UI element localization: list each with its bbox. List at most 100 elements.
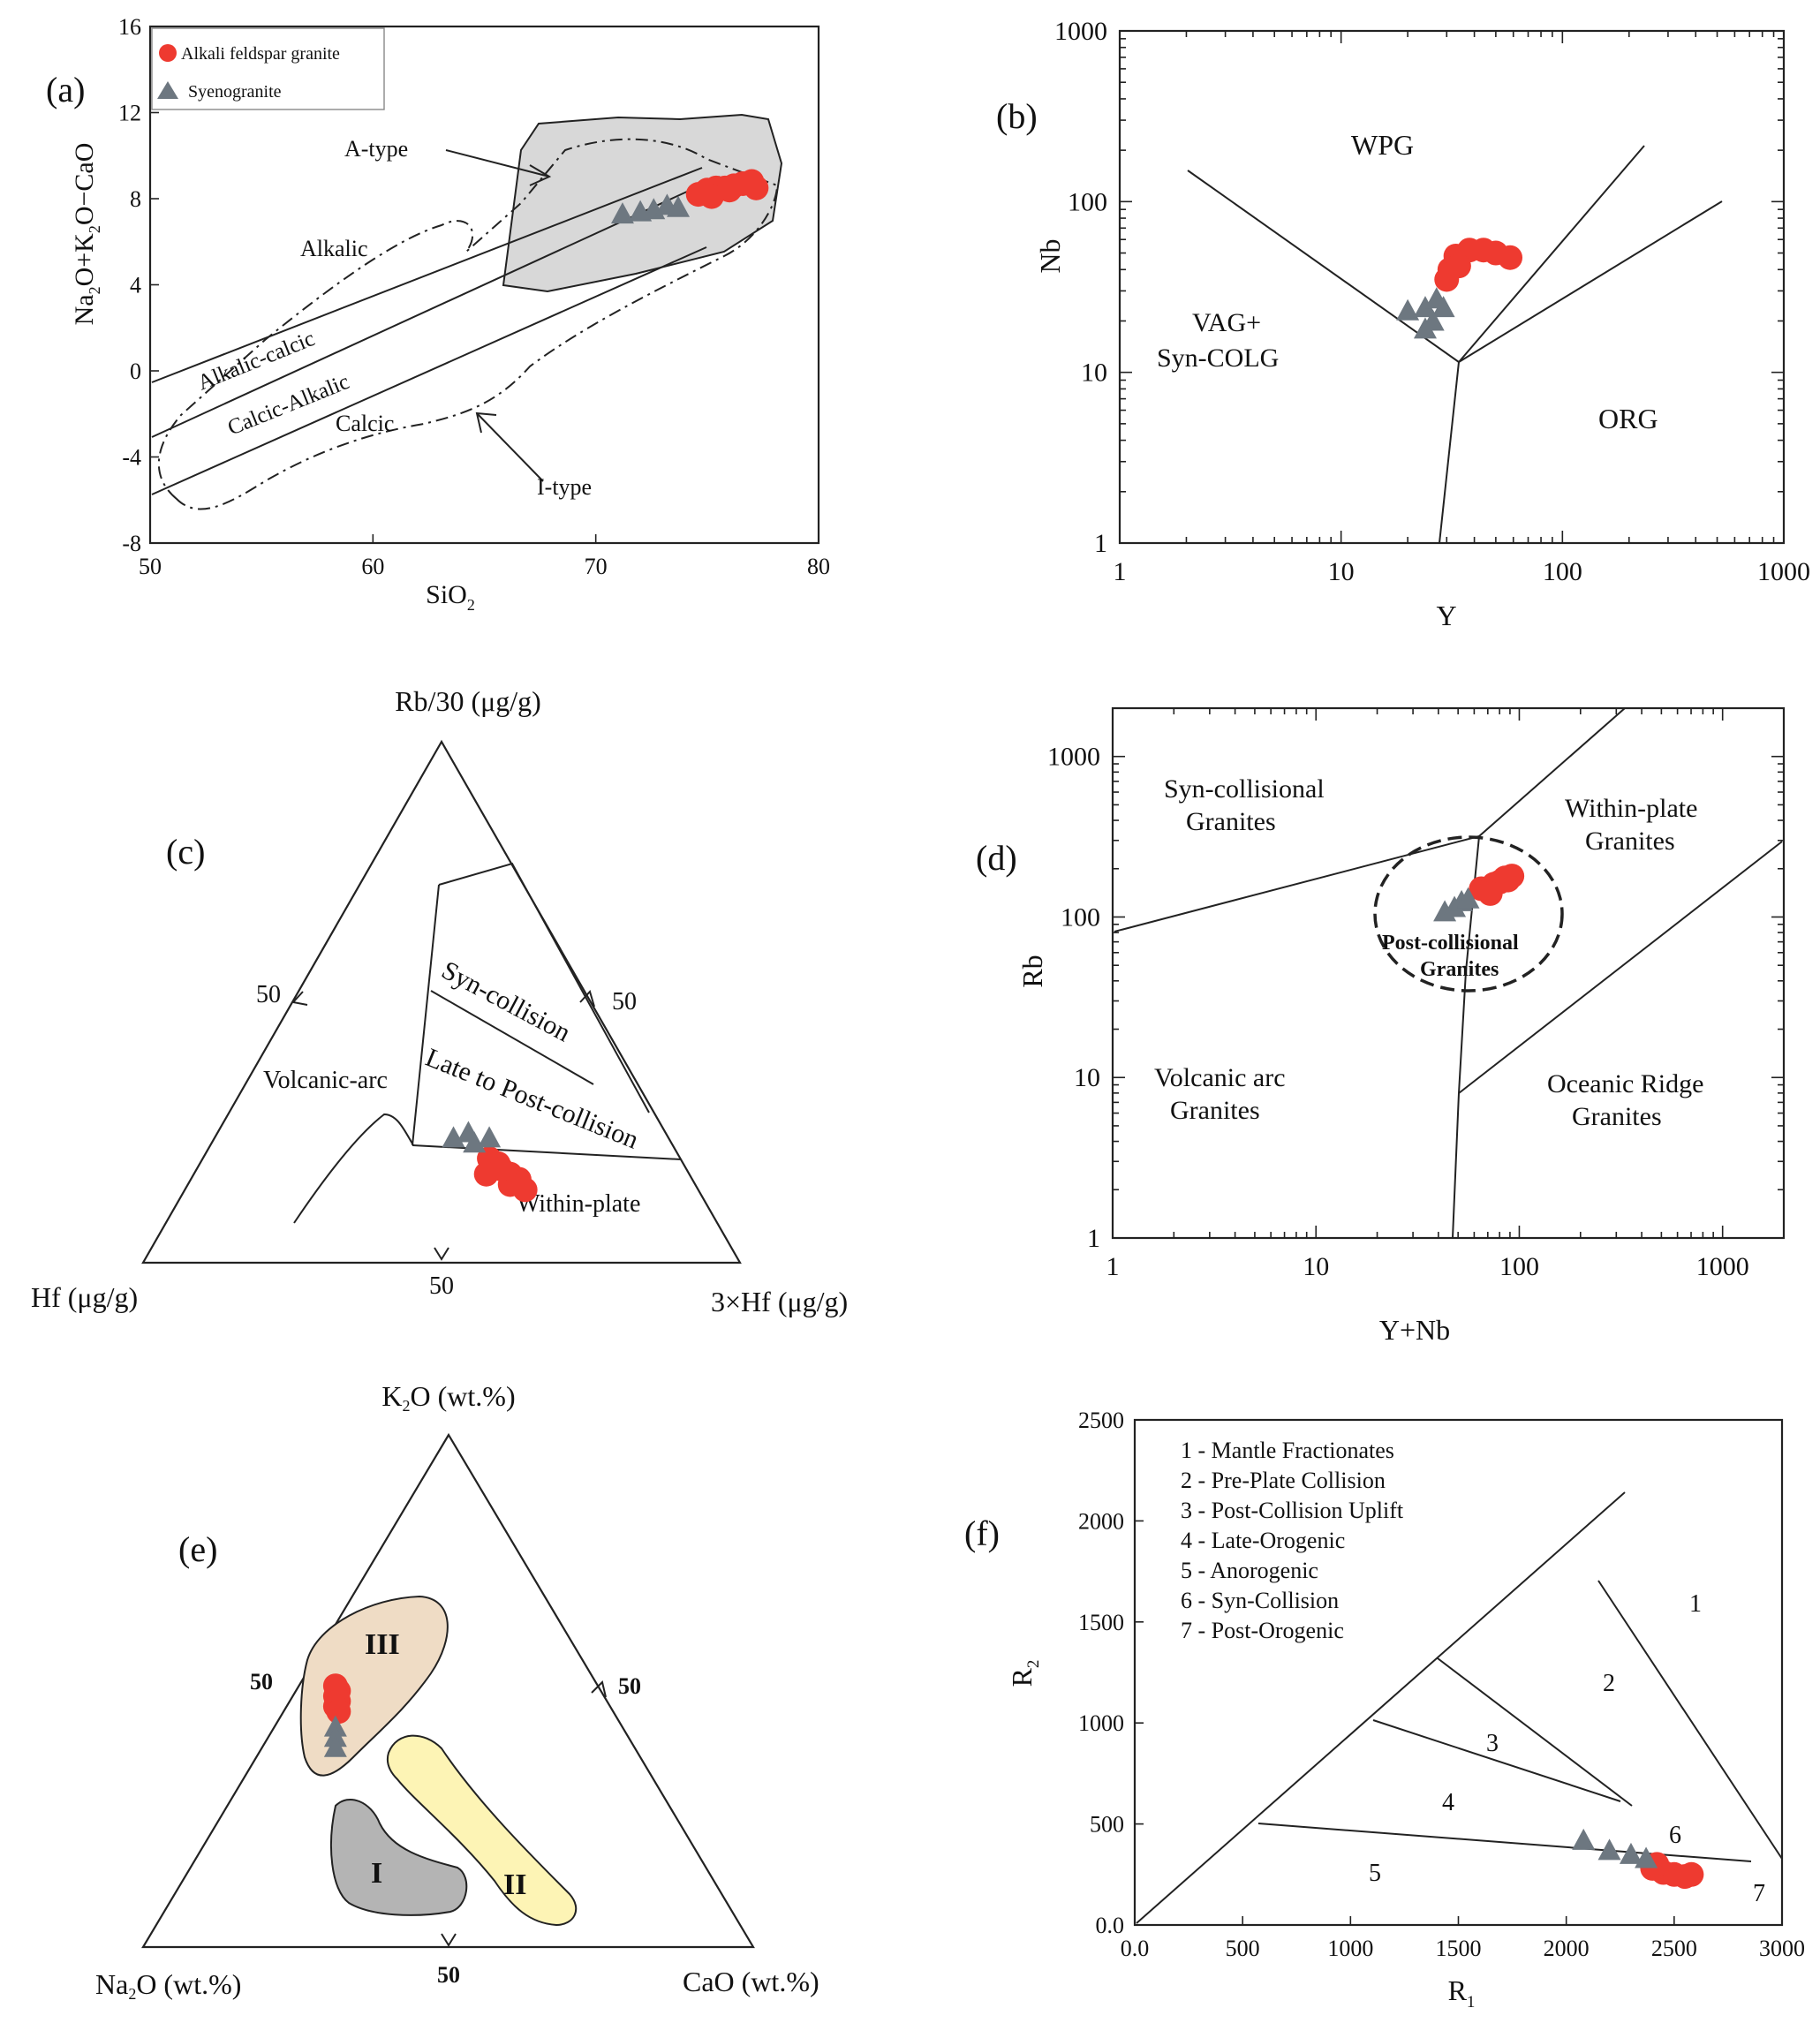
e-bottom-mark-value: 50 bbox=[437, 1962, 460, 1988]
field-II bbox=[386, 1734, 578, 1927]
c-left-mark-icon bbox=[291, 991, 308, 1006]
legend-item-alkali: Alkali feldspar granite bbox=[181, 44, 340, 64]
panel-b: 1 10 100 1000 1 10 100 1000 WPG VAG+ Syn-COLG O… bbox=[996, 17, 1810, 631]
x-tick-label-a-3: 80 bbox=[807, 554, 830, 579]
c-apex-right: 3×Hf (μg/g) bbox=[711, 1286, 848, 1317]
c-bottom-mark-value: 50 bbox=[429, 1272, 454, 1300]
y-tick-label-b-1: 10 bbox=[1081, 359, 1107, 388]
y-tick-label-f-3: 1500 bbox=[1078, 1610, 1124, 1635]
pt-e-s1-triangle-2 bbox=[323, 1735, 347, 1757]
f-region-5: 5 bbox=[1369, 1860, 1381, 1887]
c-right-mark-icon bbox=[579, 990, 595, 1008]
panel-d-frame bbox=[1111, 706, 1786, 1240]
panel-d-ylabel: Rb bbox=[1016, 955, 1048, 987]
y-tick-label-a-6: 16 bbox=[118, 14, 141, 40]
panel-b-ylabel: Nb bbox=[1034, 238, 1066, 273]
y-tick-label-a-3: 4 bbox=[130, 273, 141, 298]
panel-b-frame bbox=[1118, 29, 1786, 545]
alkalic-calcic-label: Alkalic-calcic bbox=[194, 327, 318, 396]
panel-c-label: (c) bbox=[166, 832, 205, 872]
field-III-label: III bbox=[365, 1628, 400, 1661]
pt-f-s1-triangle-0 bbox=[1572, 1828, 1596, 1850]
pt-b-s0-circle-4 bbox=[1498, 245, 1523, 270]
panel-e: 50 50 50 III I II K2O (wt.%) Na2O (wt.%)… bbox=[95, 1380, 819, 2003]
b-vag-org-line bbox=[1439, 361, 1460, 544]
pt-f-s1-triangle-1 bbox=[1597, 1838, 1621, 1861]
y-tick-label-b-2: 100 bbox=[1068, 187, 1107, 216]
x-tick-label-b-3: 1000 bbox=[1757, 557, 1810, 586]
y-tick-label-d-3: 1000 bbox=[1047, 743, 1100, 772]
x-tick-label-f-0: 0.0 bbox=[1121, 1936, 1150, 1961]
b-wpg-orc-line bbox=[1458, 145, 1645, 363]
pt-a-s1-triangle-0 bbox=[610, 202, 634, 224]
panel-a: 50 60 70 80 -8 -4 0 4 8 12 16 A-type I-type Alkali… bbox=[46, 14, 830, 614]
i-type-field bbox=[157, 138, 779, 510]
y-tick-label-d-1: 10 bbox=[1074, 1063, 1100, 1092]
a-type-label: A-type bbox=[344, 136, 408, 162]
d-syn-within-line bbox=[1478, 707, 1626, 837]
legend-triangle-icon bbox=[157, 81, 178, 99]
y-tick-label-a-5: 12 bbox=[118, 101, 141, 126]
y-tick-label-a-0: -8 bbox=[122, 531, 141, 556]
org-label: ORG bbox=[1598, 403, 1658, 434]
pt-e-s0-circle-5 bbox=[326, 1699, 351, 1725]
panel-a-label: (a) bbox=[46, 70, 85, 109]
e-apex-top: K2O (wt.%) bbox=[381, 1380, 515, 1415]
panel-a-ylabel: Na2O+K2O−CaO bbox=[70, 143, 103, 326]
field-II-label: II bbox=[503, 1868, 526, 1901]
b-orc-line bbox=[1458, 200, 1723, 363]
panel-c-triangle bbox=[141, 739, 742, 1264]
y-tick-label-f-1: 500 bbox=[1090, 1812, 1124, 1838]
pt-f-s1-triangle-2 bbox=[1619, 1842, 1643, 1864]
e-bottom-mark-icon bbox=[441, 1933, 457, 1947]
pt-a-s0-circle-9 bbox=[744, 175, 769, 200]
x-tick-label-f-3: 1500 bbox=[1436, 1936, 1482, 1961]
y-tick-label-f-2: 1000 bbox=[1078, 1710, 1124, 1736]
pt-a-s1-triangle-4 bbox=[667, 195, 691, 217]
y-tick-label-b-3: 1000 bbox=[1054, 17, 1107, 46]
volcanic-arc-granites-label: Volcanic arc Granites bbox=[1154, 1063, 1286, 1125]
f-legend-7: 7 - Post-Orogenic bbox=[1181, 1618, 1344, 1643]
syn-colg-label: Syn-COLG bbox=[1157, 343, 1279, 373]
post-collisional-label: Post-collisional Granites bbox=[1382, 932, 1519, 981]
e-right-mark-icon bbox=[591, 1680, 607, 1698]
within-plate-label: Within-plate bbox=[517, 1190, 640, 1218]
i-type-arrowhead-icon bbox=[475, 411, 497, 434]
c-syn-late-boundary bbox=[430, 990, 594, 1085]
wpg-label: WPG bbox=[1351, 129, 1414, 161]
calcic-alkalic-boundary bbox=[151, 246, 707, 495]
x-tick-label-b-0: 1 bbox=[1114, 557, 1127, 586]
x-tick-label-f-4: 2000 bbox=[1544, 1936, 1590, 1961]
i-type-arrow bbox=[476, 412, 544, 482]
legend-circle-icon bbox=[159, 44, 177, 62]
panel-e-label: (e) bbox=[178, 1529, 217, 1569]
x-tick-label-f-5: 2500 bbox=[1651, 1936, 1697, 1961]
pt-b-s1-triangle-5 bbox=[1413, 317, 1437, 339]
field-I bbox=[330, 1798, 468, 1916]
x-tick-label-f-1: 500 bbox=[1226, 1936, 1260, 1961]
f-legend-1: 1 - Mantle Fractionates bbox=[1181, 1438, 1394, 1463]
f-region-4: 4 bbox=[1442, 1789, 1454, 1816]
f-legend-5: 5 - Anorogenic bbox=[1181, 1558, 1318, 1583]
x-tick-label-f-2: 1000 bbox=[1327, 1936, 1373, 1961]
e-left-mark-value: 50 bbox=[250, 1669, 273, 1695]
pt-b-s0-circle-7 bbox=[1446, 253, 1471, 279]
panel-f-ylabel: R2 bbox=[1006, 1660, 1043, 1687]
c-apex-left: Hf (μg/g) bbox=[31, 1281, 138, 1313]
x-tick-label-b-1: 10 bbox=[1328, 557, 1355, 586]
pt-f-s0-circle-4 bbox=[1679, 1861, 1704, 1887]
b-vag-wpg-line bbox=[1187, 170, 1460, 363]
d-syn-volcanic-line bbox=[1114, 835, 1480, 932]
x-tick-label-d-1: 10 bbox=[1303, 1252, 1329, 1281]
c-syn-collision-field bbox=[438, 862, 650, 1113]
x-tick-label-f-6: 3000 bbox=[1759, 1936, 1805, 1961]
a-type-arrow bbox=[445, 149, 550, 177]
e-apex-left: Na2O (wt.%) bbox=[95, 1968, 241, 2003]
f-legend-4: 4 - Late-Orogenic bbox=[1181, 1528, 1345, 1553]
panel-a-legend bbox=[151, 27, 385, 110]
f-region3-lower bbox=[1372, 1719, 1621, 1802]
pt-c-s0-circle-7 bbox=[473, 1161, 499, 1187]
panel-f-xlabel: R1 bbox=[1448, 1974, 1476, 2012]
x-tick-label-b-2: 100 bbox=[1543, 557, 1582, 586]
